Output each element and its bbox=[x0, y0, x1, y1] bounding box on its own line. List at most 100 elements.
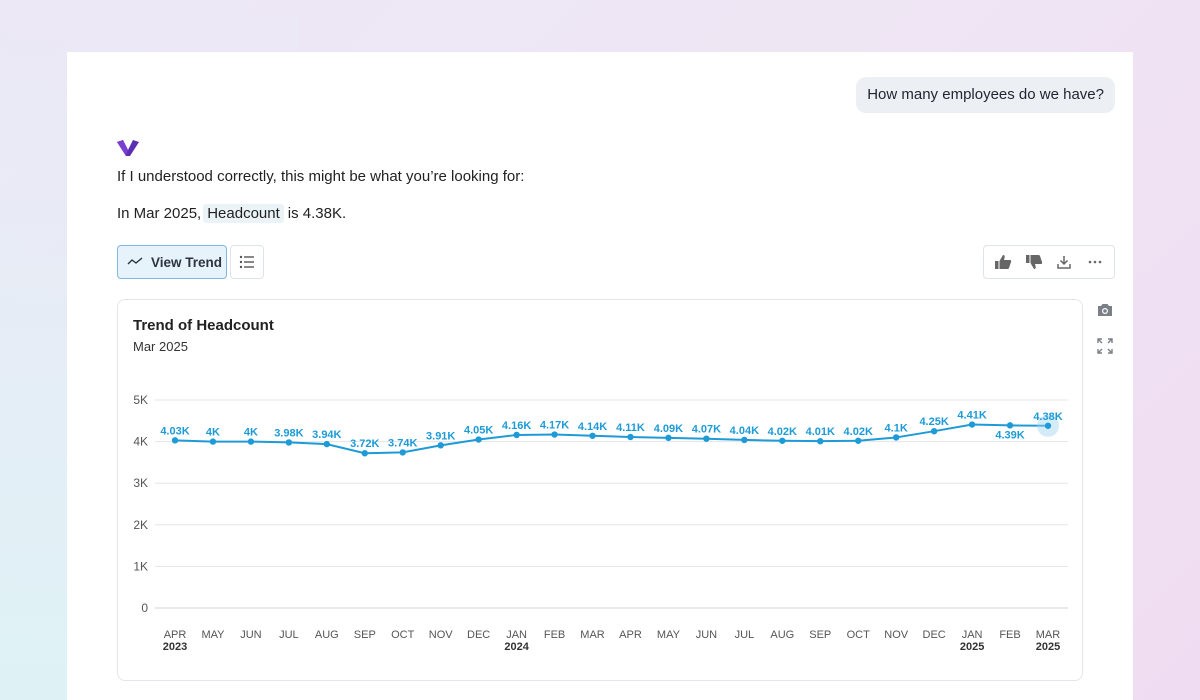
data-point bbox=[930, 428, 938, 435]
data-point bbox=[1006, 422, 1014, 429]
download-icon bbox=[1057, 256, 1071, 269]
x-tick-label: MAY bbox=[201, 629, 225, 641]
view-trend-button[interactable]: View Trend bbox=[117, 245, 227, 279]
data-label: 4.02K bbox=[844, 426, 873, 438]
data-label: 4.09K bbox=[654, 423, 683, 435]
data-point bbox=[171, 437, 179, 444]
chart-card: 4.03K 4K 4K 3.98K 3.94K 3.72K 3.74K 3.91K 4.05K 4… bbox=[117, 299, 1083, 681]
answer-suffix: is 4.38K. bbox=[287, 205, 347, 222]
x-tick-label: SEP bbox=[354, 629, 376, 641]
data-label: 4.1K bbox=[885, 422, 908, 434]
data-point bbox=[285, 439, 293, 446]
y-tick-label: 1K bbox=[133, 559, 148, 573]
data-point bbox=[741, 436, 748, 444]
data-label: 4.38K bbox=[1033, 411, 1062, 423]
response-actions bbox=[983, 245, 1115, 279]
data-point bbox=[703, 435, 710, 442]
data-label: 3.91K bbox=[426, 430, 455, 442]
data-label: 3.72K bbox=[350, 438, 379, 450]
metric-chip: Headcount bbox=[203, 204, 284, 223]
thumbs-up-icon bbox=[995, 255, 1012, 269]
brand-logo-icon bbox=[117, 140, 139, 156]
list-view-button[interactable] bbox=[230, 245, 264, 279]
data-point bbox=[892, 434, 900, 441]
x-tick-label: APR bbox=[164, 629, 187, 641]
x-tick-label: AUG bbox=[770, 629, 794, 641]
data-label: 4.16K bbox=[502, 420, 531, 432]
camera-icon[interactable] bbox=[1096, 301, 1114, 319]
data-label: 4.05K bbox=[464, 425, 493, 437]
data-label: 4.02K bbox=[768, 426, 797, 438]
data-point bbox=[589, 432, 596, 439]
data-label: 4.07K bbox=[692, 424, 721, 436]
more-options-button[interactable] bbox=[1083, 250, 1107, 274]
thumbs-down-button[interactable] bbox=[1022, 250, 1046, 274]
expand-icon[interactable] bbox=[1096, 337, 1114, 355]
x-tick-label: MAY bbox=[657, 629, 681, 641]
x-tick-label: MAR bbox=[1036, 629, 1061, 641]
data-label: 3.98K bbox=[274, 427, 303, 439]
data-point bbox=[361, 450, 368, 457]
data-label: 4.41K bbox=[957, 410, 986, 422]
user-message-bubble: How many employees do we have? bbox=[856, 77, 1115, 113]
x-tick-label: AUG bbox=[315, 629, 339, 641]
download-button[interactable] bbox=[1052, 250, 1076, 274]
data-label: 4.39K bbox=[995, 429, 1024, 441]
data-point bbox=[968, 421, 976, 428]
y-tick-label: 5K bbox=[133, 393, 148, 407]
data-label: 4.01K bbox=[806, 426, 835, 438]
data-point bbox=[513, 431, 520, 439]
x-tick-label: FEB bbox=[544, 629, 565, 641]
x-tick-label: JUL bbox=[735, 629, 755, 641]
data-label: 4.14K bbox=[578, 421, 607, 433]
x-tick-label: APR bbox=[619, 629, 642, 641]
data-label: 4.03K bbox=[160, 425, 189, 437]
thumbs-down-icon bbox=[1025, 255, 1042, 269]
data-point bbox=[475, 436, 482, 443]
x-tick-label: JUL bbox=[279, 629, 299, 641]
x-tick-label: DEC bbox=[923, 629, 946, 641]
data-point bbox=[209, 438, 217, 445]
data-label: 4K bbox=[244, 427, 258, 439]
y-tick-label: 0 bbox=[141, 601, 148, 615]
x-tick-year-label: 2025 bbox=[960, 641, 984, 653]
chat-panel: How many employees do we have? If I unde… bbox=[67, 52, 1133, 700]
x-tick-label: JAN bbox=[506, 629, 527, 641]
data-point bbox=[323, 440, 331, 448]
data-label: 4.25K bbox=[919, 416, 948, 428]
x-tick-label: DEC bbox=[467, 629, 490, 641]
x-tick-label: JUN bbox=[240, 629, 261, 641]
x-tick-label: NOV bbox=[884, 629, 909, 641]
data-point bbox=[627, 433, 634, 441]
headcount-line-chart: 4.03K 4K 4K 3.98K 3.94K 3.72K 3.74K 3.91K 4.05K 4… bbox=[133, 393, 1068, 653]
list-icon bbox=[239, 255, 254, 269]
data-point bbox=[817, 437, 824, 445]
data-label: 3.74K bbox=[388, 437, 417, 449]
data-point bbox=[1044, 422, 1052, 429]
x-tick-year-label: 2024 bbox=[504, 641, 529, 653]
y-tick-label: 3K bbox=[133, 476, 148, 490]
x-tick-label: JUN bbox=[696, 629, 717, 641]
assistant-answer: In Mar 2025, Headcount is 4.38K. bbox=[117, 204, 346, 223]
y-tick-label: 4K bbox=[133, 435, 148, 449]
more-horizontal-icon bbox=[1088, 260, 1102, 264]
x-tick-label: OCT bbox=[847, 629, 871, 641]
x-tick-label: NOV bbox=[429, 629, 454, 641]
data-point bbox=[855, 437, 862, 444]
data-point bbox=[399, 449, 406, 456]
data-label: 3.94K bbox=[312, 429, 341, 441]
data-point bbox=[437, 442, 444, 449]
thumbs-up-button[interactable] bbox=[991, 250, 1015, 274]
data-point bbox=[779, 437, 786, 444]
chart-title: Trend of Headcount bbox=[133, 317, 274, 334]
data-label: 4.04K bbox=[730, 425, 759, 437]
x-tick-label: FEB bbox=[999, 629, 1020, 641]
x-tick-label: MAR bbox=[580, 629, 605, 641]
answer-prefix: In Mar 2025, bbox=[117, 205, 202, 222]
view-trend-label: View Trend bbox=[151, 254, 223, 270]
chart-subtitle: Mar 2025 bbox=[133, 339, 188, 354]
data-point bbox=[665, 434, 672, 442]
x-tick-year-label: 2025 bbox=[1036, 641, 1060, 653]
x-tick-label: OCT bbox=[391, 629, 415, 641]
trend-line-icon bbox=[127, 257, 143, 265]
